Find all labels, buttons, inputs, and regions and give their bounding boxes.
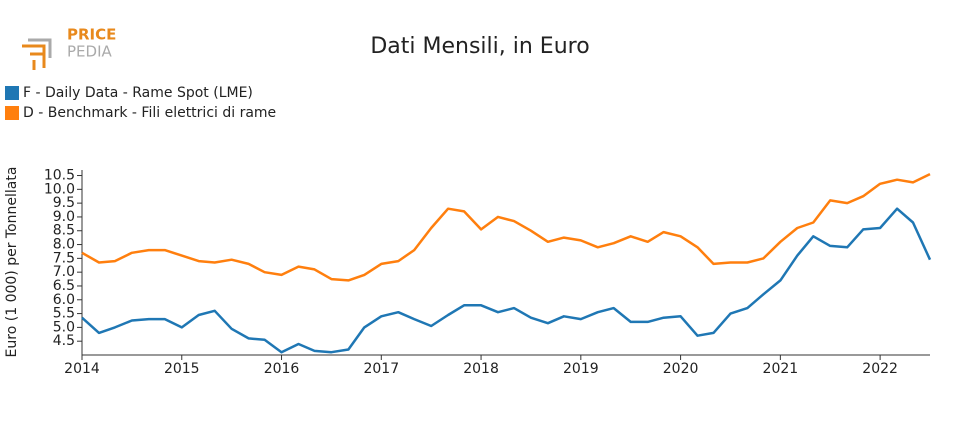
y-tick-label: 7.0 [53, 264, 75, 280]
logo-icon [22, 44, 46, 70]
y-tick-label: 5.5 [53, 306, 75, 322]
logo: PRICE PEDIA [22, 26, 116, 70]
y-tick-label: 6.5 [53, 278, 75, 294]
x-tick-label: 2020 [663, 361, 699, 377]
logo-text: PRICE [67, 26, 116, 44]
logo-icon [28, 38, 52, 58]
y-tick-label: 9.5 [53, 195, 75, 211]
y-tick-label: 4.5 [53, 333, 75, 349]
x-tick-label: 2022 [862, 361, 898, 377]
y-tick-label: 5.0 [53, 319, 75, 335]
x-tick-label: 2018 [463, 361, 499, 377]
y-tick-label: 8.0 [53, 237, 75, 253]
x-tick-label: 2017 [363, 361, 399, 377]
y-tick-label: 10.0 [44, 181, 75, 197]
x-tick-label: 2019 [563, 361, 599, 377]
series-line [81, 172, 931, 282]
y-tick-label: 8.5 [53, 223, 75, 239]
chart-title: Dati Mensili, in Euro [370, 34, 589, 59]
series-line [81, 207, 932, 354]
legend-label: D - Benchmark - Fili elettrici di rame [23, 105, 276, 121]
x-tick-label: 2014 [64, 361, 100, 377]
y-tick-label: 9.0 [53, 209, 75, 225]
x-tick-label: 2021 [763, 361, 799, 377]
y-tick-label: 7.5 [53, 250, 75, 266]
y-axis-title: Euro (1 000) per Tonnellata [4, 167, 20, 358]
y-tick-label: 6.0 [53, 292, 75, 308]
legend-swatch [5, 86, 19, 100]
legend-swatch [5, 106, 19, 120]
x-tick-label: 2015 [164, 361, 200, 377]
legend-label: F - Daily Data - Rame Spot (LME) [23, 85, 253, 101]
x-tick-label: 2016 [264, 361, 300, 377]
y-tick-label: 10.5 [44, 168, 75, 184]
logo-text: PEDIA [67, 43, 112, 61]
